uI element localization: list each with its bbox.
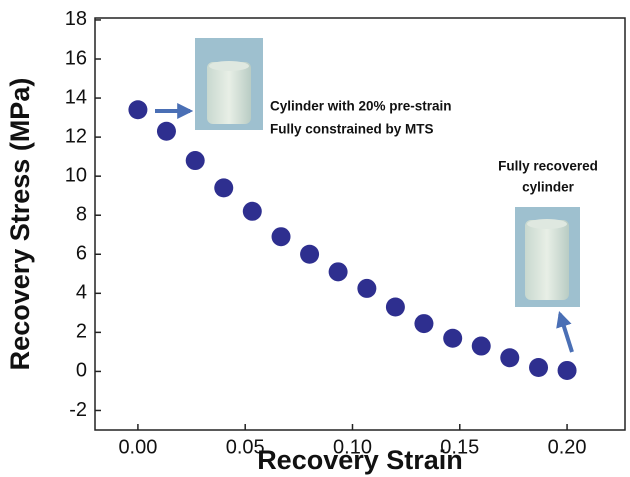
annotation: Fully recovered (498, 159, 598, 174)
annotation: Cylinder with 20% pre-strain (270, 99, 452, 114)
point (357, 279, 376, 298)
y-tick-label: 8 (76, 203, 87, 225)
point (157, 122, 176, 141)
point (186, 151, 205, 170)
y-tick-label: 0 (76, 360, 87, 382)
y-axis-title: Recovery Stress (MPa) (5, 78, 35, 371)
annotation: cylinder (522, 180, 575, 195)
y-tick-label: -2 (69, 399, 87, 421)
point (529, 358, 548, 377)
arrow (560, 314, 572, 352)
y-tick-label: 2 (76, 321, 87, 343)
x-tick-label: 0.10 (333, 436, 372, 458)
y-tick-label: 12 (65, 125, 87, 147)
photo-prestrained (195, 38, 263, 130)
photo-recovered (515, 207, 580, 307)
point (128, 100, 147, 119)
annotation: Fully constrained by MTS (270, 122, 434, 137)
point (500, 348, 519, 367)
x-tick-label: 0.00 (118, 436, 157, 458)
point (558, 361, 577, 380)
y-tick-label: 6 (76, 243, 87, 265)
x-tick-label: 0.20 (548, 436, 587, 458)
point (272, 227, 291, 246)
point (386, 297, 405, 316)
chart: Cylinder with 20% pre-strain Fully const… (0, 0, 630, 477)
point (329, 262, 348, 281)
point (443, 329, 462, 348)
y-tick-label: 18 (65, 8, 87, 30)
point (243, 202, 262, 221)
point (414, 314, 433, 333)
point (300, 245, 319, 264)
x-tick-label: 0.15 (440, 436, 479, 458)
y-tick-label: 10 (65, 164, 87, 186)
point (214, 178, 233, 197)
point (472, 337, 491, 356)
y-tick-label: 16 (65, 47, 87, 69)
y-tick-label: 4 (76, 282, 87, 304)
x-tick-label: 0.05 (226, 436, 265, 458)
y-tick-label: 14 (65, 86, 87, 108)
